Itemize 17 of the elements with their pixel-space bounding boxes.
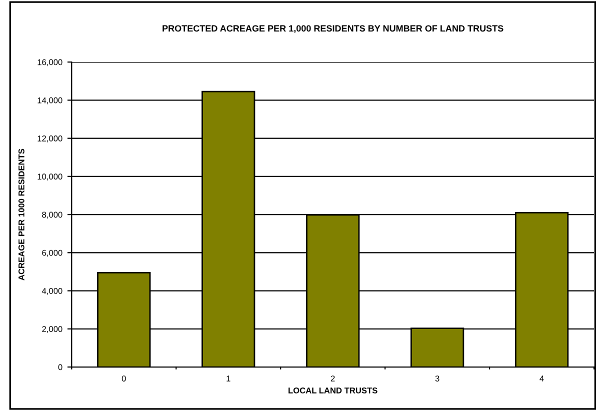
y-axis-title: ACREAGE PER 1000 RESIDENTS (18, 148, 24, 280)
y-tick-label: 12,000 (38, 136, 62, 142)
y-tick-label: 10,000 (38, 174, 62, 181)
y-tick-label: 8,000 (42, 212, 62, 219)
x-tick-label: 4 (540, 376, 544, 382)
y-tick-label: 4,000 (42, 288, 62, 295)
y-tick-label: 14,000 (38, 97, 62, 104)
y-tick-label: 0 (58, 364, 62, 370)
x-tick-label: 2 (330, 376, 335, 382)
x-tick-label: 1 (226, 376, 230, 382)
chart-title: PROTECTED ACREAGE PER 1,000 RESIDENTS BY NUMBER OF LAND TRUSTS (162, 25, 504, 33)
y-tick-label: 6,000 (42, 250, 62, 257)
x-tick-label: 3 (435, 376, 440, 382)
x-tick-label: 0 (122, 376, 126, 382)
y-tick-label: 16,000 (38, 59, 62, 66)
x-axis-title: LOCAL LAND TRUSTS (288, 388, 378, 394)
y-tick-label: 2,000 (42, 326, 62, 333)
